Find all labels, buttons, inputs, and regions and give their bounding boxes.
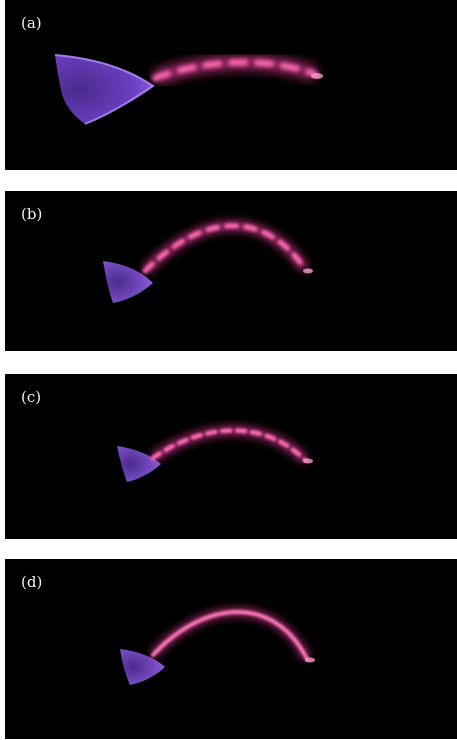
photo-panel-a: (a) (5, 0, 457, 170)
discharge-photo-a (54, 54, 323, 125)
panel-label-b: (b) (21, 205, 43, 223)
plasma-column-c (150, 428, 308, 463)
panel-label-a: (a) (21, 14, 42, 32)
plasma-column-b (142, 223, 308, 274)
plasma-column-a (152, 59, 318, 81)
discharge-photo-c (117, 425, 313, 482)
discharge-photo-b (103, 219, 313, 303)
plasma-glow-b (140, 219, 310, 276)
panel-label-c: (c) (21, 388, 42, 406)
photo-panel-b: (b) (5, 191, 457, 351)
photo-panel-c: (c) (5, 374, 457, 539)
electrode-a (55, 55, 153, 124)
electrode-rim-a (54, 54, 155, 125)
plasma-column-d (151, 610, 309, 661)
panel-label-d: (d) (21, 573, 43, 591)
electrode-b (103, 261, 153, 303)
photo-panel-d: (d) (5, 559, 457, 739)
electrode-tip-c (303, 458, 313, 464)
electrode-tip-a (311, 73, 323, 79)
electrode-tip-d (305, 657, 315, 663)
electrode-c (117, 446, 161, 482)
electrode-tip-b (303, 268, 313, 274)
discharge-photo-d (120, 607, 315, 685)
electrode-d (120, 649, 165, 685)
